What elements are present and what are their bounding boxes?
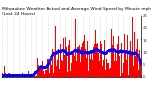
Text: Milwaukee Weather Actual and Average Wind Speed by Minute mph (Last 24 Hours): Milwaukee Weather Actual and Average Win… — [2, 7, 151, 16]
